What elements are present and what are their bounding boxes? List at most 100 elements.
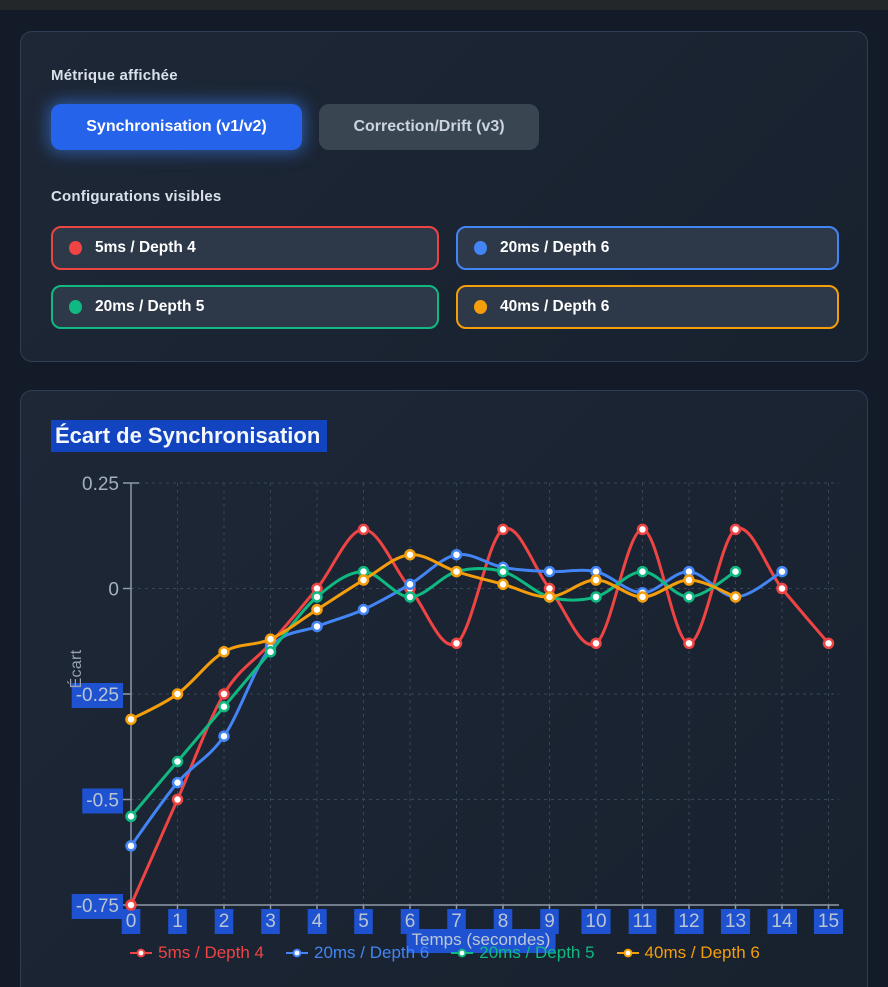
data-point xyxy=(497,578,509,591)
metric-toggle-sync[interactable]: Synchronisation (v1/v2) xyxy=(51,104,302,150)
y-tick-label: 0 xyxy=(108,580,119,601)
x-tick-label: 10 xyxy=(585,911,606,932)
data-point xyxy=(450,548,463,561)
x-tick-label: 9 xyxy=(544,911,555,932)
x-tick-label: 12 xyxy=(678,911,699,932)
legend-item: 40ms / Depth 6 xyxy=(616,943,760,963)
tick-selection-highlight xyxy=(720,909,751,934)
data-point xyxy=(683,574,695,586)
data-point xyxy=(171,776,184,789)
x-tick-label: 11 xyxy=(633,911,653,932)
y-tick-label: -0.25 xyxy=(76,685,119,706)
legend-label: 20ms / Depth 6 xyxy=(313,943,430,962)
data-point xyxy=(450,637,463,650)
legend-item: 20ms / Depth 6 xyxy=(285,943,430,963)
legend-line-icon xyxy=(616,948,639,958)
data-point xyxy=(311,591,323,603)
data-point xyxy=(776,582,788,595)
y-axis-title: Écart xyxy=(68,649,85,689)
tick-selection-highlight xyxy=(82,788,123,814)
x-tick-label: 1 xyxy=(172,911,183,932)
tick-selection-highlight xyxy=(261,909,280,934)
data-point xyxy=(497,523,509,536)
x-tick-label: 7 xyxy=(451,911,462,932)
series-line-0 xyxy=(129,526,830,907)
tick-selection-highlight xyxy=(628,909,657,934)
series-line-1 xyxy=(129,552,784,848)
tick-selection-highlight xyxy=(767,909,797,934)
x-tick-label: 3 xyxy=(265,911,276,932)
data-point xyxy=(729,565,742,578)
config-toggle-40ms-depth6[interactable]: 40ms / Depth 6 xyxy=(456,285,839,329)
top-bar xyxy=(0,0,888,10)
legend-item: 5ms / Depth 4 xyxy=(130,943,264,963)
y-tick-label: -0.75 xyxy=(76,896,119,917)
x-axis-title: Temps (secondes) xyxy=(406,929,556,953)
metric-toggle-correction[interactable]: Correction/Drift (v3) xyxy=(319,104,539,150)
data-point xyxy=(171,755,184,768)
tick-selection-highlight xyxy=(581,909,611,934)
tick-selection-highlight xyxy=(400,909,420,934)
x-tick-label: 14 xyxy=(771,911,793,932)
data-point xyxy=(218,688,230,700)
metric-section-label: Métrique affichée xyxy=(51,67,178,84)
tick-selection-highlight xyxy=(354,909,373,934)
tick-selection-highlight xyxy=(71,894,123,919)
data-point xyxy=(264,646,277,658)
x-tick-label: 4 xyxy=(312,911,323,932)
data-point xyxy=(636,591,649,603)
legend-item: 20ms / Depth 5 xyxy=(451,943,595,963)
data-point xyxy=(125,840,137,852)
x-tick-label: 2 xyxy=(219,911,230,932)
data-point xyxy=(171,688,184,700)
legend-line-icon xyxy=(285,948,308,958)
data-point xyxy=(404,578,416,591)
tick-selection-highlight xyxy=(71,683,123,708)
data-point xyxy=(125,810,137,823)
tick-selection-highlight xyxy=(307,909,327,934)
data-point xyxy=(590,591,602,603)
data-point xyxy=(450,565,463,578)
config-toggle-5ms-depth4[interactable]: 5ms / Depth 4 xyxy=(51,226,439,270)
data-point xyxy=(218,700,230,713)
config-toggle-20ms-depth5[interactable]: 20ms / Depth 5 xyxy=(51,285,439,329)
data-point xyxy=(357,603,370,616)
config-color-dot xyxy=(69,300,82,314)
data-point xyxy=(218,730,230,742)
legend-line-icon xyxy=(130,948,153,958)
data-point xyxy=(171,793,184,806)
x-tick-label: 13 xyxy=(725,911,746,932)
data-point xyxy=(357,523,370,536)
tick-selection-highlight xyxy=(493,909,513,934)
config-color-dot xyxy=(69,241,82,255)
x-tick-label: 0 xyxy=(126,911,137,932)
config-toggle-label: 5ms / Depth 4 xyxy=(95,239,196,256)
data-point xyxy=(590,637,602,650)
legend-label: 40ms / Depth 6 xyxy=(644,943,760,962)
legend-label: 5ms / Depth 4 xyxy=(158,943,264,962)
tick-selection-highlight xyxy=(168,909,187,934)
data-point xyxy=(636,523,649,536)
data-point xyxy=(822,637,835,650)
config-toggle-20ms-depth6[interactable]: 20ms / Depth 6 xyxy=(456,226,839,270)
metric-toggle-group: Synchronisation (v1/v2) Correction/Drift… xyxy=(51,104,539,150)
data-point xyxy=(218,646,230,658)
data-point xyxy=(264,633,277,645)
x-tick-label: 5 xyxy=(358,911,369,932)
tick-selection-highlight xyxy=(214,909,234,934)
data-point xyxy=(590,574,602,586)
data-point xyxy=(311,603,323,616)
tick-selection-highlight xyxy=(813,909,844,934)
data-point xyxy=(683,637,695,650)
data-point xyxy=(729,523,742,536)
data-point xyxy=(776,565,788,578)
y-tick-label: 0.25 xyxy=(82,474,119,495)
config-color-dot xyxy=(474,300,487,314)
data-point xyxy=(311,620,323,633)
tick-selection-highlight xyxy=(674,909,704,934)
controls-panel: Métrique affichée Synchronisation (v1/v2… xyxy=(20,31,868,362)
legend-line-icon xyxy=(451,948,474,958)
tick-selection-highlight xyxy=(121,909,141,934)
x-tick-label: 15 xyxy=(818,911,839,932)
data-point xyxy=(125,899,137,911)
